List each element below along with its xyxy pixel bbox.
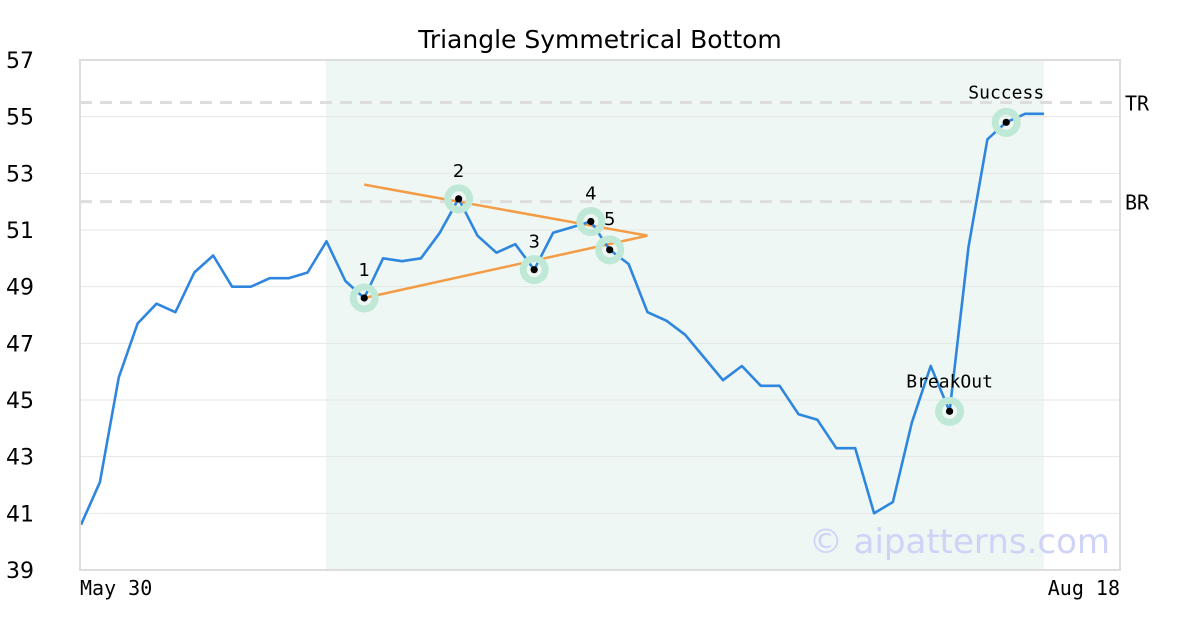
marker-dot-1: [360, 294, 368, 302]
x-tick-label-end: Aug 18: [1048, 576, 1120, 600]
chart-title: Triangle Symmetrical Bottom: [417, 25, 782, 54]
marker-label-3: 3: [528, 232, 539, 253]
marker-dot-success: [1002, 118, 1010, 126]
marker-halo-3: [519, 255, 549, 285]
y-tick-label: 47: [6, 332, 34, 357]
price-line: [79, 112, 1044, 526]
y-tick-label: 39: [6, 559, 34, 584]
y-tick-label: 57: [6, 49, 34, 74]
pattern-highlight-region: [326, 60, 1044, 570]
marker-dot-5: [606, 246, 614, 254]
y-tick-label: 51: [6, 219, 34, 244]
marker-label-5: 5: [604, 209, 615, 230]
plot-background: [326, 60, 1044, 570]
marker-dot-4: [587, 217, 595, 226]
y-tick-label: 55: [6, 106, 34, 131]
y-tick-label: 49: [6, 276, 34, 301]
marker-label-success: Success: [968, 82, 1044, 103]
x-tick-label-start: May 30: [80, 576, 152, 600]
marker-dot-breakout: [945, 407, 954, 415]
marker-dot-3: [530, 266, 538, 274]
y-tick-label: 41: [6, 502, 34, 527]
y-tick-label: 53: [6, 162, 34, 187]
marker-halo-2: [444, 184, 474, 214]
marker-label-breakout: BreakOut: [906, 371, 993, 392]
reference-label-tr: TR: [1125, 92, 1150, 116]
marker-label-4: 4: [585, 184, 596, 205]
reference-lines: TR BR: [80, 92, 1150, 215]
marker-label-2: 2: [453, 161, 464, 182]
price-series: [79, 112, 1044, 526]
watermark: © aipatterns.com: [809, 522, 1110, 562]
y-axis-ticks: 39 41 43 45 47 49 51 53 55 57: [6, 49, 34, 584]
plot-border: [79, 59, 1121, 571]
marker-halo-breakout: [935, 396, 965, 426]
marker-halo-4: [576, 207, 606, 236]
plot-frame: [79, 59, 1121, 571]
marker-halo-1: [349, 283, 379, 313]
x-axis-ticks: May 30 Aug 18: [80, 576, 1120, 600]
pattern-markers: 1 2 3 45 BreakOut Success: [349, 82, 1044, 426]
marker-dot-2: [455, 195, 463, 203]
y-tick-label: 43: [6, 446, 34, 471]
y-tick-label: 45: [6, 389, 34, 414]
marker-halo-success: [991, 107, 1021, 137]
reference-label-br: BR: [1125, 191, 1150, 215]
marker-halo-5: [595, 235, 625, 265]
marker-label-1: 1: [359, 260, 370, 281]
